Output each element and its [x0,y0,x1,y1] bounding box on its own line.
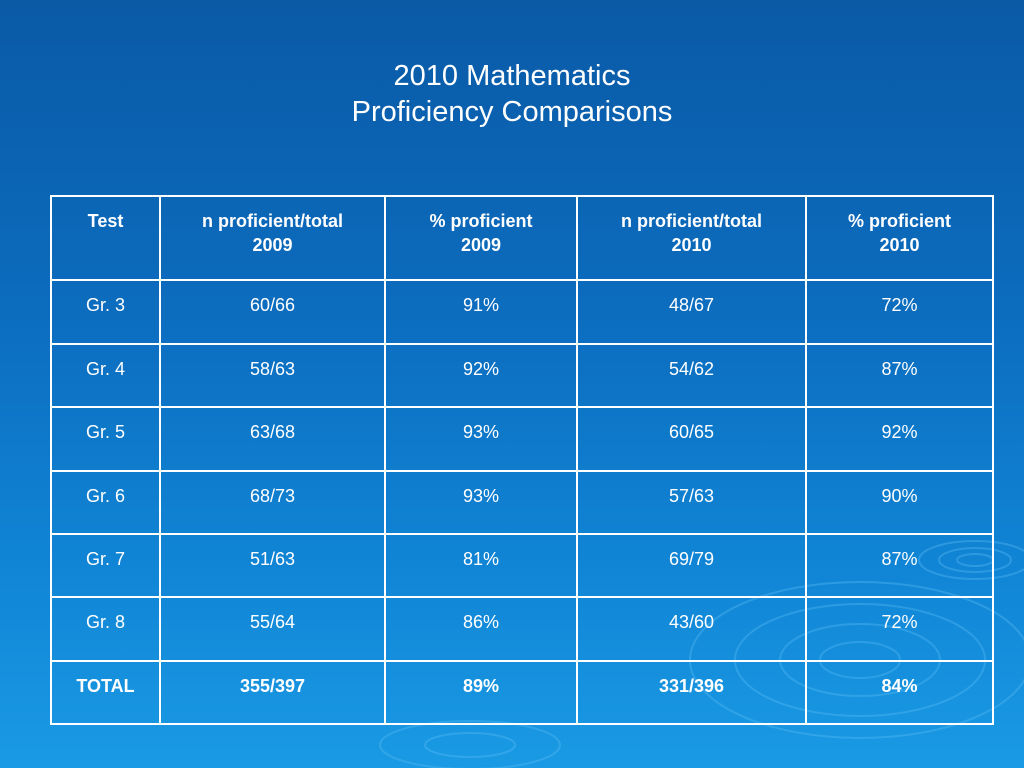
cell-total-pct-proficient-2009: 89% [384,659,578,726]
cell-test: Gr. 6 [50,469,161,535]
cell-total-n-proficient-2009: 355/397 [159,659,386,726]
header-pct-proficient-2009: % proficient 2009 [384,194,578,282]
header-label: % proficient [429,211,533,231]
table-row: Gr. 3 60/66 91% 48/67 72% [50,279,994,345]
table-row: Gr. 7 51/63 81% 69/79 87% [50,532,994,599]
table-row: Gr. 4 58/63 92% 54/62 87% [50,342,994,409]
cell-pct-proficient-2009: 92% [384,342,578,409]
header-test: Test [50,194,161,282]
cell-n-proficient-2010: 69/79 [576,532,807,599]
cell-test: Gr. 5 [50,406,161,472]
cell-n-proficient-2010: 54/62 [576,342,807,409]
cell-total-label: TOTAL [50,659,161,726]
header-year: 2010 [879,235,920,255]
header-year: 2009 [460,235,502,255]
cell-pct-proficient-2010: 90% [805,469,994,535]
cell-n-proficient-2009: 63/68 [159,406,386,472]
cell-pct-proficient-2009: 93% [384,406,578,472]
table-row: Gr. 8 55/64 86% 43/60 72% [50,596,994,662]
cell-pct-proficient-2010: 92% [805,406,994,472]
cell-pct-proficient-2009: 91% [384,279,578,345]
cell-total-pct-proficient-2010: 84% [805,659,994,726]
cell-n-proficient-2009: 51/63 [159,532,386,599]
cell-test: Gr. 8 [50,596,161,662]
title-line-2: Proficiency Comparisons [351,96,673,128]
cell-test: Gr. 7 [50,532,161,599]
header-year: 2010 [671,235,712,255]
header-n-proficient-2009: n proficient/total 2009 [159,194,386,282]
proficiency-table: Test n proficient/total 2009 % proficien… [50,194,994,726]
cell-pct-proficient-2009: 93% [384,469,578,535]
cell-pct-proficient-2010: 72% [805,279,994,345]
table-row: Gr. 5 63/68 93% 60/65 92% [50,406,994,472]
cell-pct-proficient-2010: 87% [805,342,994,409]
cell-n-proficient-2009: 68/73 [159,469,386,535]
cell-pct-proficient-2009: 81% [384,532,578,599]
table-header-row: Test n proficient/total 2009 % proficien… [50,194,994,282]
header-pct-proficient-2010: % proficient 2010 [805,194,994,282]
cell-n-proficient-2010: 57/63 [576,469,807,535]
header-label: Test [87,211,124,231]
header-year: 2009 [252,235,293,255]
table-row: Gr. 6 68/73 93% 57/63 90% [50,469,994,535]
cell-test: Gr. 4 [50,342,161,409]
title-line-1: 2010 Mathematics [393,60,631,92]
cell-n-proficient-2009: 55/64 [159,596,386,662]
header-label: % proficient [847,211,951,231]
cell-test: Gr. 3 [50,279,161,345]
cell-pct-proficient-2009: 86% [384,596,578,662]
header-label: n proficient/total [621,211,762,231]
cell-pct-proficient-2010: 87% [805,532,994,599]
cell-n-proficient-2010: 60/65 [576,406,807,472]
header-label: n proficient/total [202,211,343,231]
total-row: TOTAL 355/397 89% 331/396 84% [50,659,994,726]
cell-total-n-proficient-2010: 331/396 [576,659,807,726]
header-n-proficient-2010: n proficient/total 2010 [576,194,807,282]
slide-title: 2010 Mathematics Proficiency Comparisons [0,58,1024,130]
cell-n-proficient-2009: 58/63 [159,342,386,409]
cell-n-proficient-2010: 43/60 [576,596,807,662]
cell-n-proficient-2009: 60/66 [159,279,386,345]
cell-n-proficient-2010: 48/67 [576,279,807,345]
cell-pct-proficient-2010: 72% [805,596,994,662]
